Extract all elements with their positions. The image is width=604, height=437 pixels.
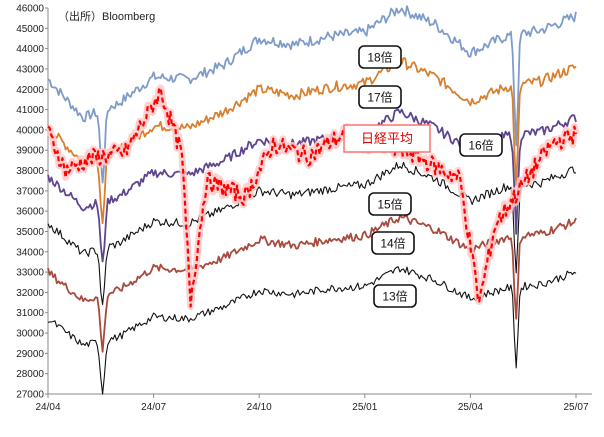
y-tick-label: 46000 (16, 4, 44, 15)
y-tick-label: 37000 (16, 186, 44, 197)
series-line-13倍 (47, 266, 577, 395)
y-tick-label: 31000 (16, 308, 44, 319)
series-label-box (373, 284, 417, 308)
x-tick-label: 25/01 (352, 402, 377, 413)
x-tick-label: 25/04 (458, 402, 483, 413)
series-label: 16倍 (468, 138, 493, 153)
nikkei-label-box (343, 124, 431, 153)
series-label-box (358, 45, 402, 69)
nikkei-label: 日経平均 (361, 131, 413, 146)
x-tick-label: 24/10 (247, 402, 272, 413)
y-tick-label: 36000 (16, 207, 44, 218)
y-tick-label: 42000 (16, 85, 44, 96)
series-line-nikkei (47, 86, 578, 308)
y-tick-label: 41000 (16, 105, 44, 116)
y-tick-label: 32000 (16, 288, 44, 299)
y-tick-label: 39000 (16, 146, 44, 157)
series-label-box (459, 133, 503, 157)
source-label: （出所）Bloomberg (58, 9, 155, 23)
x-tick-label: 24/04 (35, 402, 60, 413)
y-tick-label: 29000 (16, 349, 44, 360)
series-label-box (368, 192, 412, 216)
y-tick-label: 33000 (16, 268, 44, 279)
series-line-18倍 (47, 5, 577, 184)
axes: 27000 28000 29000 30000 31000 32000 33000 34000… (16, 4, 592, 413)
series-line-15倍 (47, 161, 577, 305)
series-label-box (371, 231, 415, 255)
series-label: 17倍 (367, 90, 392, 105)
y-tick-label: 43000 (16, 64, 44, 75)
y-tick-label: 40000 (16, 125, 44, 136)
x-tick-label: 25/07 (563, 402, 588, 413)
y-tick-label: 45000 (16, 24, 44, 35)
y-tick-label: 44000 (16, 44, 44, 55)
series-labels: 18倍 17倍 16倍 15倍 14倍 13倍 日経平均 (343, 45, 503, 308)
y-tick-label: 30000 (16, 329, 44, 340)
y-tick-label: 38000 (16, 166, 44, 177)
series-label: 14倍 (380, 236, 405, 251)
series-label: 18倍 (367, 50, 392, 65)
y-tick-label: 34000 (16, 247, 44, 258)
series-label-box (358, 85, 402, 109)
x-tick-label: 24/07 (141, 402, 166, 413)
y-tick-label: 35000 (16, 227, 44, 238)
y-tick-label: 28000 (16, 369, 44, 380)
y-tick-label: 27000 (16, 390, 44, 401)
series-label: 13倍 (382, 289, 407, 304)
series-lines (45, 5, 580, 395)
series-line-14倍 (47, 214, 577, 353)
series-label: 15倍 (377, 197, 402, 212)
